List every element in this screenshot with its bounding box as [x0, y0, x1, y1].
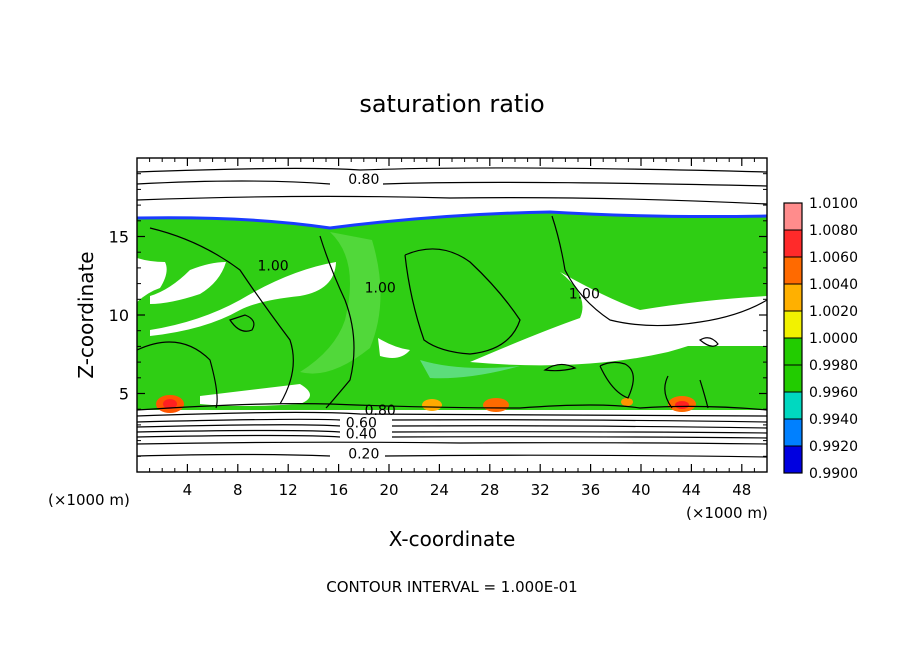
- x-axis: 4 8 12 16 20 24 28 32 36 40 44 48: [149, 158, 755, 499]
- contour-label: 0.80: [348, 172, 379, 188]
- y-tick-label: 10: [109, 306, 129, 325]
- x-tick-label: 16: [329, 481, 348, 499]
- colorbar-swatch: [784, 284, 802, 312]
- colorbar-tick-label: 1.0080: [809, 223, 858, 239]
- y-axis: 5 10 15: [109, 173, 767, 457]
- colorbar-tick-label: 1.0000: [809, 331, 858, 347]
- colorbar-swatch: [784, 230, 802, 258]
- contour-label: 0.20: [348, 447, 379, 463]
- white-band-left: [150, 262, 336, 336]
- x-unit-right: (×1000 m): [686, 504, 768, 522]
- y-tick-label: 5: [119, 385, 129, 404]
- light-green-texture: [300, 232, 381, 374]
- colorbar-tick-label: 0.9900: [809, 466, 858, 482]
- colorbar-swatch: [784, 338, 802, 366]
- x-tick-label: 20: [379, 481, 398, 499]
- x-tick-label: 44: [682, 481, 701, 499]
- colorbar-swatch: [784, 392, 802, 420]
- contour-interval-note: CONTOUR INTERVAL = 1.000E-01: [326, 578, 577, 596]
- y-axis-label: Z-coordinate: [74, 251, 98, 378]
- chart-title: saturation ratio: [359, 90, 544, 118]
- contour-label: 1.00: [569, 287, 600, 303]
- colorbar-tick-label: 1.0040: [809, 277, 858, 293]
- x-tick-label: 12: [279, 481, 298, 499]
- x-tick-label: 4: [183, 481, 193, 499]
- x-tick-label: 32: [531, 481, 550, 499]
- x-tick-label: 40: [631, 481, 650, 499]
- contour-label: 1.00: [257, 258, 288, 274]
- colorbar-tick-label: 1.0060: [809, 250, 858, 266]
- white-band-left-upper: [150, 262, 226, 304]
- saturation-field: [136, 210, 768, 413]
- warm-cores: [156, 395, 696, 413]
- x-tick-label: 24: [430, 481, 449, 499]
- contour-lines: [136, 167, 768, 458]
- contour-label: 0.60: [346, 415, 377, 431]
- colorbar-tick-label: 1.0020: [809, 304, 858, 320]
- colorbar-swatch: [784, 446, 802, 474]
- colorbar: 1.0100 1.0080 1.0060 1.0040 1.0020 1.0000 0.99…: [783, 196, 858, 482]
- colorbar-swatch: [784, 257, 802, 285]
- y-tick-label: 15: [109, 228, 129, 247]
- contour-label: 0.80: [365, 403, 396, 419]
- contour-label: 1.00: [365, 280, 396, 296]
- colorbar-swatch: [784, 311, 802, 339]
- contour-label: 0.40: [346, 426, 377, 442]
- x-tick-label: 8: [233, 481, 243, 499]
- white-gap-mid: [378, 338, 410, 358]
- x-unit-left: (×1000 m): [48, 491, 130, 509]
- colorbar-swatch: [784, 203, 802, 231]
- colorbar-tick-label: 0.9920: [809, 439, 858, 455]
- colorbar-tick-label: 0.9960: [809, 385, 858, 401]
- colorbar-swatch: [784, 419, 802, 447]
- white-band-right: [470, 272, 767, 366]
- colorbar-swatch: [784, 365, 802, 393]
- plot-area: 0.801.001.00 1.000.800.600.400.20: [136, 157, 768, 473]
- x-tick-label: 28: [480, 481, 499, 499]
- colorbar-tick-label: 0.9940: [809, 412, 858, 428]
- x-tick-label: 36: [581, 481, 600, 499]
- colorbar-tick-label: 1.0100: [809, 196, 858, 212]
- x-axis-label: X-coordinate: [389, 527, 516, 551]
- cyan-wisp: [420, 360, 520, 379]
- cloud-top-edge: [136, 210, 768, 230]
- colorbar-tick-label: 0.9980: [809, 358, 858, 374]
- contour-labels: 0.801.001.00 1.000.800.600.400.20: [257, 172, 600, 463]
- x-tick-label: 48: [732, 481, 751, 499]
